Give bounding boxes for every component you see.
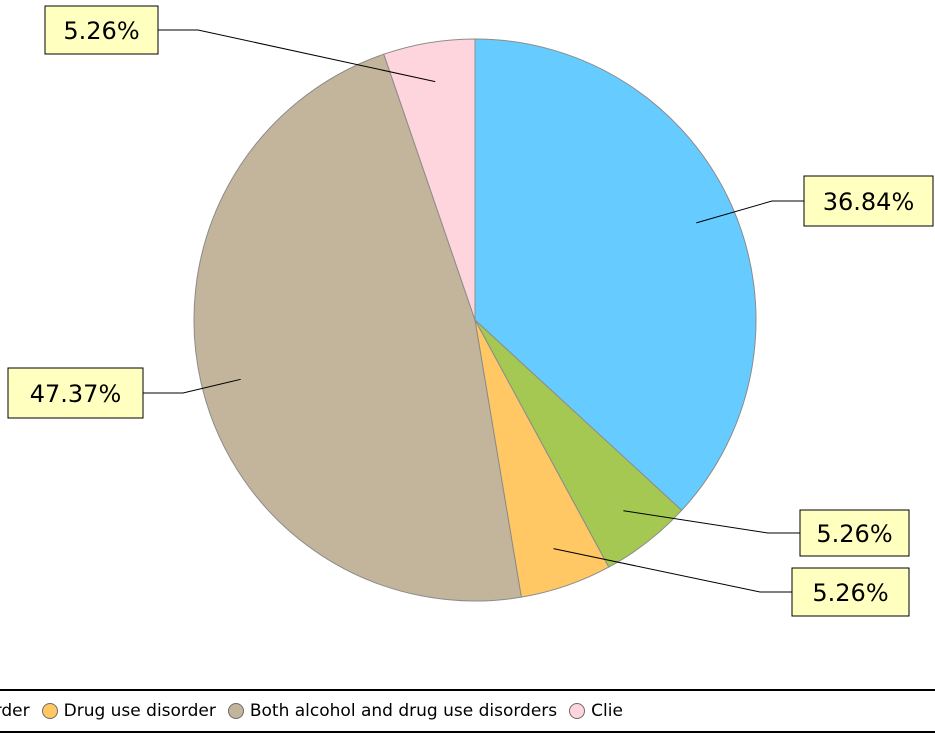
data-label: 5.26% <box>816 520 892 548</box>
data-label-box <box>803 175 934 227</box>
legend-swatch <box>227 703 244 719</box>
pie-slices <box>193 38 757 602</box>
leader-line <box>623 510 800 534</box>
leader-line <box>158 29 436 83</box>
legend-label: Clie <box>591 701 623 721</box>
legend-track: Alcohol use disorder Drug use disorder B… <box>0 691 623 731</box>
leader-line <box>553 548 792 593</box>
pie-slice[interactable] <box>383 38 476 321</box>
legend-label: Both alcohol and drug use disorders <box>249 701 558 721</box>
legend: Alcohol use disorder Drug use disorder B… <box>0 689 935 733</box>
data-label-box <box>799 509 910 557</box>
legend-item-both[interactable]: Both alcohol and drug use disorders <box>227 701 558 721</box>
data-label: 47.37% <box>30 380 122 408</box>
leader-lines <box>143 29 804 593</box>
data-label: 5.26% <box>63 17 139 45</box>
data-label-box <box>791 567 910 617</box>
legend-label: Drug use disorder <box>63 701 216 721</box>
leader-line <box>696 200 804 224</box>
data-label-box <box>7 367 144 419</box>
legend-swatch <box>569 703 586 719</box>
data-label-box <box>44 5 159 55</box>
data-label: 36.84% <box>823 188 915 216</box>
legend-item-drug[interactable]: Drug use disorder <box>41 701 216 721</box>
pie-slice[interactable] <box>193 53 522 602</box>
pie-slice[interactable] <box>474 38 757 512</box>
legend-item-clients[interactable]: Clie <box>569 701 623 721</box>
leader-line <box>143 378 241 394</box>
data-labels: 36.84% 5.26% 5.26% 47.37% 5.26% <box>7 5 934 617</box>
pie-chart: 36.84% 5.26% 5.26% 47.37% 5.26% <box>7 5 934 617</box>
legend-label: Alcohol use disorder <box>0 701 30 721</box>
data-label: 5.26% <box>812 579 888 607</box>
legend-swatch <box>41 703 58 719</box>
legend-item-alcohol[interactable]: Alcohol use disorder <box>0 701 30 721</box>
